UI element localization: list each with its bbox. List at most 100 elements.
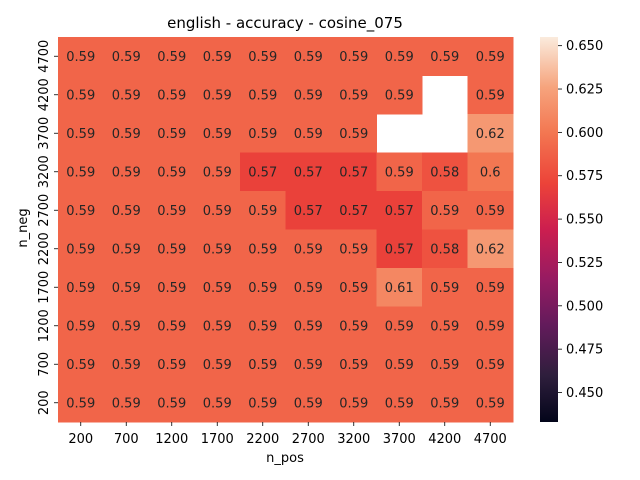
- heatmap-cell: [194, 268, 241, 307]
- cell-value-label: 0.59: [476, 88, 505, 103]
- heatmap-cell: [194, 345, 241, 384]
- cell-value-label: 0.59: [430, 50, 459, 65]
- heatmap-cell: [422, 268, 468, 307]
- cell-value-label: 0.59: [112, 242, 141, 257]
- heatmap-cell: [376, 75, 423, 115]
- cell-value-label: 0.59: [157, 319, 186, 334]
- cell-value-label: 0.59: [294, 242, 323, 257]
- cell-value-label: 0.59: [203, 127, 232, 142]
- heatmap-cell: [58, 114, 104, 153]
- cell-value-label: 0.59: [476, 204, 505, 219]
- cell-value-label: 0.59: [112, 88, 141, 103]
- cell-value-label: 0.59: [294, 88, 323, 103]
- heatmap-cell: [58, 229, 104, 269]
- heatmap-cell: [331, 345, 377, 384]
- cell-value-label: 0.59: [112, 204, 141, 219]
- cell-value-label: 0.59: [385, 396, 414, 411]
- heatmap-cell: [103, 75, 150, 115]
- heatmap-cell: [285, 229, 332, 269]
- cell-value-label: 0.57: [294, 165, 323, 180]
- cell-value-label: 0.6: [480, 165, 501, 180]
- cell-value-label: 0.59: [476, 358, 505, 373]
- heatmap-cell: [422, 345, 468, 384]
- cell-value-label: 0.59: [248, 50, 277, 65]
- cell-value-label: 0.59: [248, 242, 277, 257]
- cell-value-label: 0.62: [476, 242, 505, 257]
- y-tick-label: 3700: [37, 117, 52, 150]
- heatmap-cell: [194, 191, 241, 230]
- heatmap-cell: [422, 37, 468, 76]
- x-tick-label: 1700: [201, 432, 234, 447]
- cell-value-label: 0.59: [157, 358, 186, 373]
- colorbar-tick-label: 0.575: [566, 169, 603, 184]
- cell-value-label: 0.59: [385, 358, 414, 373]
- cell-value-label: 0.57: [385, 242, 414, 257]
- heatmap-cell: [149, 306, 195, 346]
- heatmap-cell: [103, 345, 150, 384]
- heatmap-cell: [58, 152, 104, 192]
- cell-value-label: 0.58: [430, 165, 459, 180]
- heatmap-cell: [467, 229, 514, 269]
- heatmap-cell: [194, 306, 241, 346]
- cell-value-label: 0.59: [339, 127, 368, 142]
- heatmap-cell: [194, 152, 241, 192]
- cell-value-label: 0.59: [112, 319, 141, 334]
- heatmap-cell: [467, 37, 514, 76]
- cell-value-label: 0.59: [66, 281, 95, 296]
- heatmap-cell: [58, 37, 104, 76]
- heatmap-cell: [240, 229, 286, 269]
- cell-value-label: 0.59: [339, 358, 368, 373]
- heatmap-cell: [376, 383, 423, 423]
- heatmap-cell: [194, 229, 241, 269]
- x-tick-label: 200: [68, 432, 93, 447]
- x-tick-label: 4200: [428, 432, 461, 447]
- heatmap-cell: [149, 75, 195, 115]
- cell-value-label: 0.59: [385, 319, 414, 334]
- heatmap-cell: [422, 229, 468, 269]
- heatmap-cell: [240, 345, 286, 384]
- cell-value-label: 0.59: [430, 281, 459, 296]
- heatmap-cell: [331, 268, 377, 307]
- cell-value-label: 0.59: [294, 281, 323, 296]
- cell-value-label: 0.57: [339, 165, 368, 180]
- cell-value-label: 0.59: [203, 50, 232, 65]
- colorbar-tick-label: 0.550: [566, 213, 603, 228]
- heatmap-cell: [376, 229, 423, 269]
- cell-value-label: 0.59: [66, 50, 95, 65]
- cell-value-label: 0.59: [385, 50, 414, 65]
- cell-value-label: 0.59: [339, 50, 368, 65]
- heatmap-cell: [149, 191, 195, 230]
- cell-value-label: 0.59: [112, 396, 141, 411]
- cell-value-label: 0.59: [112, 281, 141, 296]
- heatmap-cell: [467, 268, 514, 307]
- heatmap-cell: [194, 37, 241, 76]
- cell-value-label: 0.59: [294, 319, 323, 334]
- colorbar-tick-label: 0.625: [566, 83, 603, 98]
- cell-value-label: 0.59: [112, 358, 141, 373]
- heatmap-cell: [58, 75, 104, 115]
- cell-value-label: 0.59: [385, 165, 414, 180]
- heatmap-cell: [58, 345, 104, 384]
- heatmap-cell: [103, 191, 150, 230]
- cell-value-label: 0.59: [112, 127, 141, 142]
- heatmap-cell: [103, 152, 150, 192]
- heatmap-cell: [331, 306, 377, 346]
- y-tick-label: 2700: [37, 194, 52, 227]
- heatmap-cell: [467, 306, 514, 346]
- y-tick-label: 4700: [37, 40, 52, 73]
- x-tick-label: 3200: [337, 432, 370, 447]
- heatmap-cell: [103, 37, 150, 76]
- colorbar-ticks: 0.450 0.475 0.500 0.525 0.550 0.575 0.600 0.625…: [558, 39, 603, 401]
- cell-value-label: 0.59: [294, 396, 323, 411]
- heatmap-cell: [467, 191, 514, 230]
- heatmap-cell: [240, 306, 286, 346]
- cell-value-label: 0.59: [248, 319, 277, 334]
- heatmap-cell: [331, 75, 377, 115]
- x-tick-label: 3700: [383, 432, 416, 447]
- chart-title: english - accuracy - cosine_075: [167, 14, 403, 33]
- y-axis-ticks: 4700 4200 3700 3200 2700 2200 1700 1200 700 200: [37, 40, 58, 415]
- heatmap-cell: [285, 75, 332, 115]
- heatmap-cell: [58, 383, 104, 423]
- heatmap-cell: [58, 268, 104, 307]
